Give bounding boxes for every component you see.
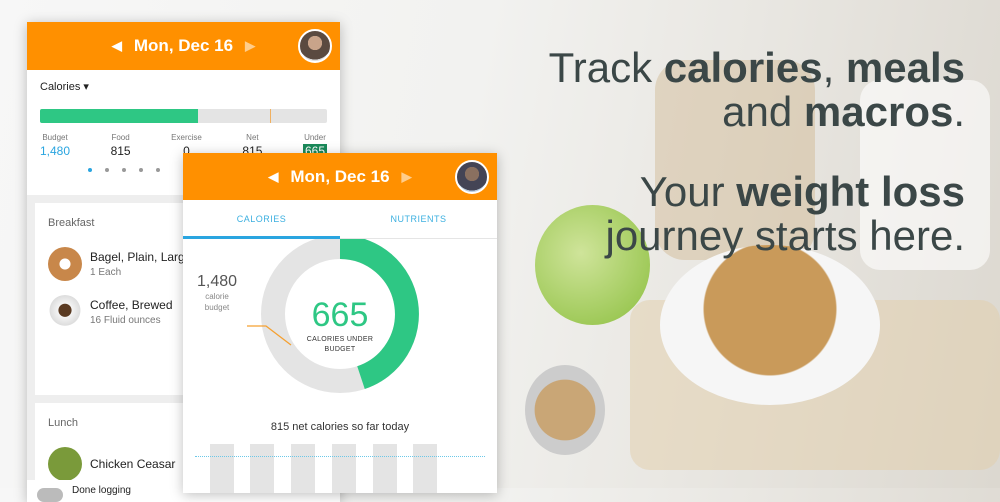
cereal-bowl-image: [660, 245, 880, 405]
remaining-calories: 665 CALORIES UNDER BUDGET: [306, 296, 374, 353]
exercise-stat: Exercise 0: [171, 133, 202, 158]
calories-screen: ◀ Mon, Dec 16 ▶ CALORIES NUTRIENTS 1,480…: [183, 153, 497, 493]
active-tab-indicator: [183, 236, 340, 239]
meal-title: Lunch: [48, 417, 78, 429]
under-budget-arc: [339, 239, 419, 389]
food-item[interactable]: Bagel, Plain, Large 1 Each: [48, 247, 319, 281]
food-item[interactable]: Coffee, Brewed 16 Fluid ounces: [48, 295, 319, 329]
tab-bar: CALORIES NUTRIENTS: [183, 200, 497, 239]
jar-image: [655, 60, 815, 260]
done-logging-toggle[interactable]: [37, 488, 63, 502]
day-bar: [373, 444, 397, 493]
prev-day-icon[interactable]: ◀: [111, 38, 122, 53]
day-bar: [250, 444, 274, 493]
next-day-icon[interactable]: ▶: [401, 168, 412, 184]
spoon-image: [525, 365, 605, 455]
bagel-icon: [48, 247, 82, 281]
tab-calories[interactable]: CALORIES: [236, 214, 287, 224]
avatar[interactable]: [298, 29, 332, 63]
day-bar: [413, 444, 437, 493]
subheadline: Your weight loss journey starts here.: [605, 168, 965, 259]
tab-nutrients[interactable]: NUTRIENTS: [390, 214, 447, 224]
coffee-icon: [48, 295, 82, 329]
food-stat: Food 815: [110, 133, 131, 158]
caret-down-icon: ▾: [83, 81, 89, 93]
budget-label: 1,480 calorie budget: [197, 273, 238, 312]
weekly-bar-chart: [183, 444, 497, 493]
apple-image: [535, 205, 650, 325]
metric-label: Calories: [40, 81, 81, 93]
date-header: ◀ Mon, Dec 16 ▶: [183, 153, 497, 200]
next-day-icon[interactable]: ▶: [245, 38, 256, 53]
meal-title: Breakfast: [48, 217, 95, 229]
glass-image: [860, 80, 990, 270]
calorie-progress-bar: [40, 109, 327, 123]
page-indicator[interactable]: [40, 168, 327, 172]
calorie-donut-chart: [247, 239, 419, 393]
date-label: Mon, Dec 16: [133, 36, 234, 55]
date-header: ◀ Mon, Dec 16 ▶: [27, 22, 340, 70]
day-bar: [332, 444, 356, 493]
budget-stat: Budget 1,480: [40, 133, 71, 158]
prev-day-icon[interactable]: ◀: [268, 168, 279, 184]
salad-icon: [48, 447, 82, 481]
headline: Track calories, meals and macros.: [548, 44, 965, 135]
day-bar: [291, 444, 315, 493]
day-bar: [210, 444, 234, 493]
budget-leader-line: [247, 325, 292, 346]
avatar[interactable]: [455, 160, 489, 194]
net-calories-text: 815 net calories so far today: [270, 421, 410, 433]
food-item[interactable]: Chicken Ceasar: [48, 447, 319, 481]
metric-dropdown[interactable]: Calories ▾: [40, 80, 327, 93]
date-label: Mon, Dec 16: [290, 166, 390, 186]
goal-line: [195, 456, 485, 457]
